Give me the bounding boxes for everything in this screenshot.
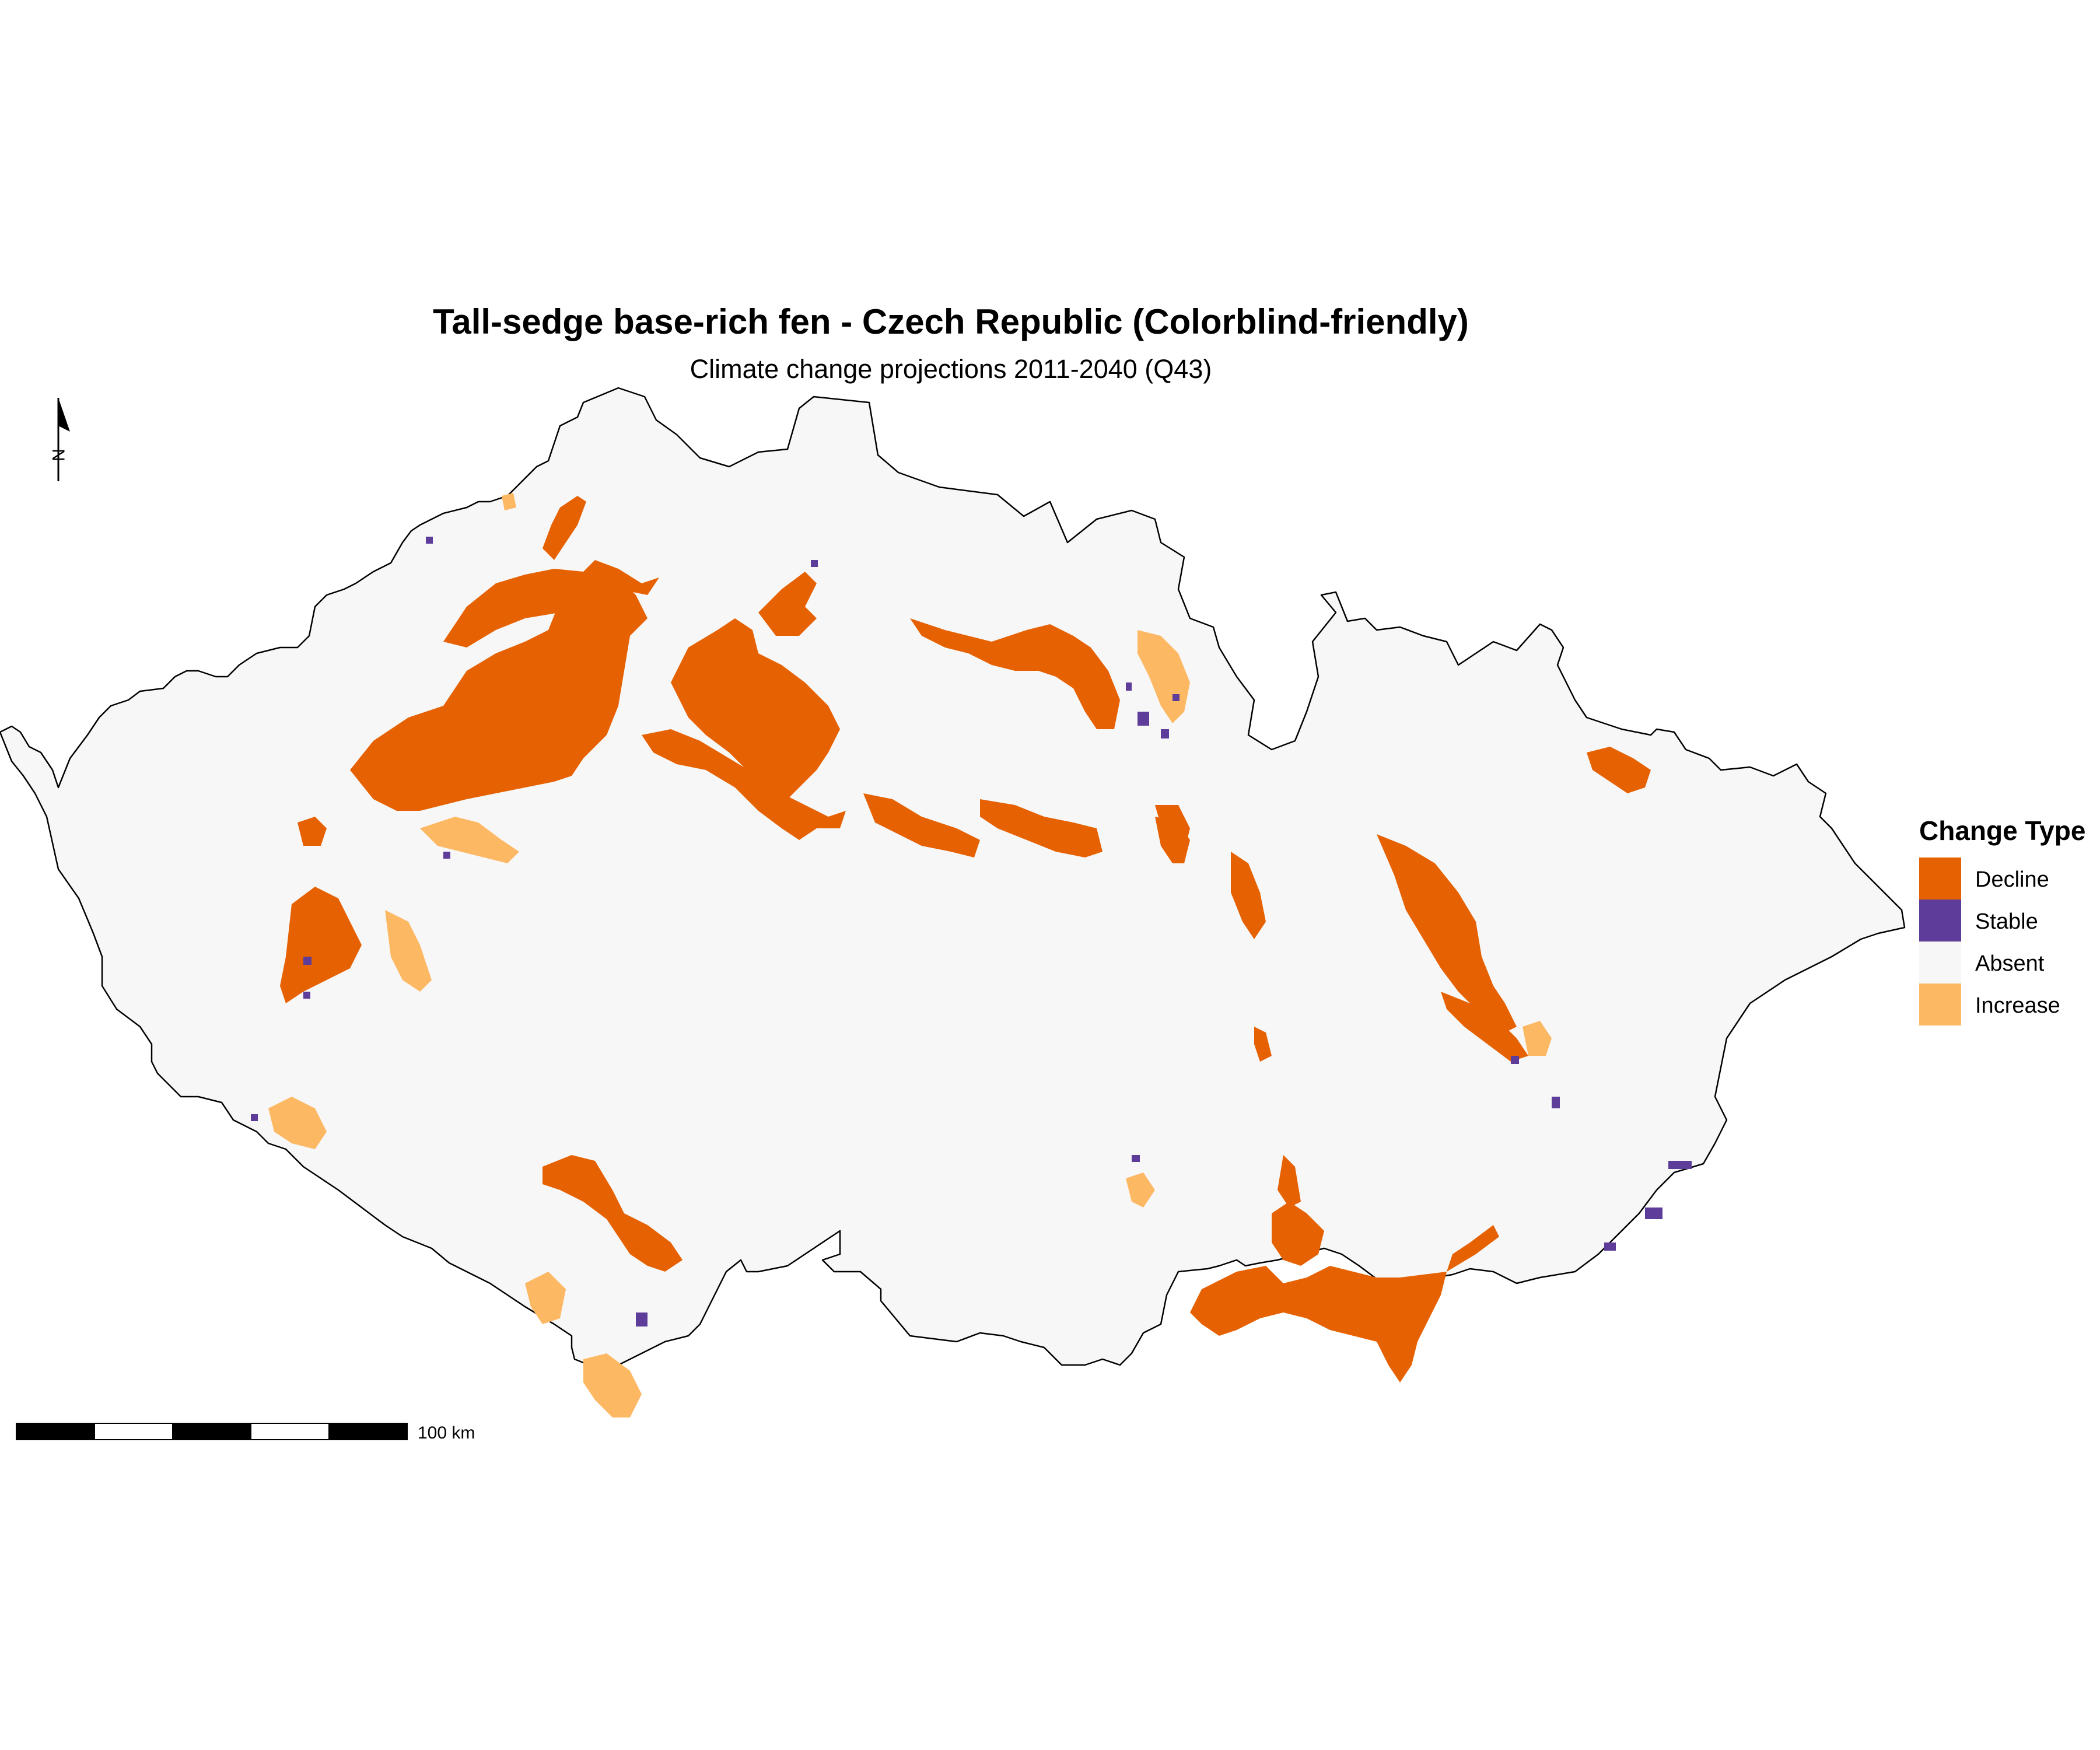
- decline-area-south-moravia: [1190, 1266, 1447, 1382]
- stable-cell: [426, 537, 433, 544]
- decline-area-moravia-north: [1377, 834, 1517, 1032]
- decline-area-east-small-2: [1254, 1027, 1272, 1062]
- stable-cell: [1132, 1155, 1140, 1162]
- legend-title: Change Type: [1919, 816, 2085, 846]
- increase-area-north: [502, 493, 516, 510]
- stable-cell: [303, 992, 310, 999]
- decline-area-south-moravia-spur: [1272, 1202, 1324, 1266]
- legend-swatch-increase: [1919, 984, 1961, 1026]
- decline-area-north-spur: [542, 496, 586, 560]
- increase-areas: [268, 493, 1552, 1418]
- decline-area-northwest: [350, 578, 648, 811]
- legend-swatch-stable: [1919, 900, 1961, 942]
- map-subtitle: Climate change projections 2011-2040 (Q4…: [690, 354, 1212, 384]
- scale-bar: [16, 1423, 408, 1440]
- decline-area-west-bohemia: [280, 887, 362, 1003]
- increase-area-west: [420, 817, 519, 863]
- stable-cell: [1668, 1161, 1692, 1169]
- decline-area-east-bohemia: [910, 618, 1120, 729]
- decline-area-pardubice-1: [863, 793, 980, 858]
- decline-area-moravia-river: [1278, 1155, 1301, 1208]
- scale-segment: [94, 1423, 173, 1440]
- north-arrow: N: [48, 398, 70, 481]
- decline-area-pardubice-2: [980, 799, 1102, 858]
- stable-cell: [1552, 1097, 1560, 1108]
- scale-segment: [250, 1423, 330, 1440]
- stable-cell: [811, 560, 818, 567]
- stable-cell: [303, 957, 312, 965]
- increase-area-southwest: [268, 1097, 327, 1149]
- legend: Change Type Decline Stable Absent Increa…: [1919, 816, 2085, 1026]
- increase-area-east: [1522, 1021, 1552, 1056]
- decline-area-west-small: [298, 817, 327, 846]
- increase-area-south-central: [1126, 1172, 1155, 1208]
- country-outline: [0, 387, 1906, 1366]
- decline-area-east-small-1: [1155, 805, 1190, 852]
- legend-label-decline: Decline: [1975, 867, 2049, 892]
- decline-area-northeast: [1587, 747, 1651, 793]
- stable-cell: [1645, 1208, 1662, 1219]
- stable-cell: [1126, 682, 1132, 691]
- increase-area-south-2: [583, 1353, 642, 1418]
- decline-area-moravia-mid: [1441, 992, 1528, 1062]
- stable-cell: [1138, 712, 1149, 726]
- stable-areas: [251, 537, 1692, 1326]
- scale-label: 100 km: [418, 1423, 475, 1443]
- stable-cell: [443, 852, 450, 859]
- north-label: N: [48, 449, 68, 461]
- increase-area-west-2: [385, 910, 432, 992]
- north-arrow-icon: [58, 398, 70, 432]
- stable-cell: [251, 1114, 258, 1121]
- stable-cell: [1172, 694, 1180, 701]
- map-title: Tall-sedge base-rich fen - Czech Republi…: [433, 302, 1469, 341]
- stable-cell: [1604, 1242, 1616, 1251]
- legend-swatch-decline: [1919, 858, 1961, 900]
- decline-areas: [280, 496, 1651, 1382]
- scale-segment: [16, 1423, 95, 1440]
- legend-label-stable: Stable: [1975, 909, 2038, 934]
- decline-area-central-north: [671, 618, 840, 799]
- legend-label-increase: Increase: [1975, 993, 2060, 1018]
- stable-cell: [1161, 729, 1169, 738]
- decline-area-southeast-moravia: [1447, 1225, 1499, 1272]
- legend-swatch-absent: [1919, 942, 1961, 984]
- scale-segment: [328, 1423, 408, 1440]
- decline-area-south-bohemia: [542, 1155, 682, 1272]
- decline-area-north-ridge: [443, 560, 659, 648]
- decline-area-north-center: [758, 572, 817, 636]
- scale-segment: [172, 1423, 251, 1440]
- stable-cell: [636, 1312, 648, 1326]
- decline-area-labe-valley: [642, 729, 846, 840]
- stable-cell: [1511, 1056, 1519, 1064]
- decline-area-vysocina: [1231, 852, 1266, 939]
- legend-label-absent: Absent: [1975, 951, 2045, 976]
- increase-area-south-1: [525, 1272, 566, 1324]
